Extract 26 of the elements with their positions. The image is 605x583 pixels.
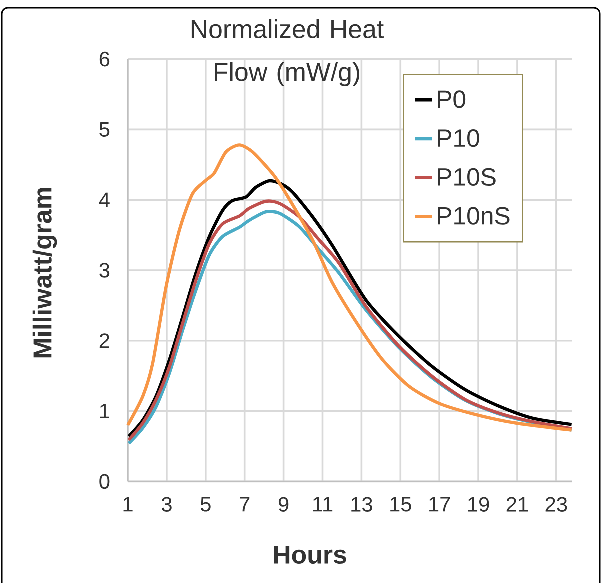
x-tick-label: 7 — [240, 497, 250, 512]
x-tick-label: 15 — [390, 497, 412, 512]
x-tick-label: 19 — [468, 497, 490, 512]
y-tick-label: 0 — [100, 474, 110, 490]
x-tick-label: 21 — [506, 497, 528, 512]
x-tick-label: 17 — [430, 497, 450, 512]
legend-label: P10S — [438, 168, 496, 186]
x-axis-title: Hours — [274, 546, 346, 564]
y-tick-label: 1 — [100, 404, 110, 418]
y-axis-title: Milliwatt/gram — [32, 188, 58, 358]
y-tick-label: 4 — [99, 192, 110, 208]
y-tick-label: 3 — [100, 263, 110, 278]
x-tick-label: 13 — [352, 497, 372, 512]
y-tick-label: 6 — [100, 52, 110, 67]
x-tick-label: 9 — [278, 497, 289, 512]
y-tick-label: 2 — [100, 334, 110, 348]
legend-label: P10nS — [438, 207, 510, 225]
x-tick-label: 11 — [313, 497, 333, 512]
y-tick-label: 5 — [100, 122, 110, 137]
x-tick-label: 23 — [546, 497, 568, 512]
x-tick-label: 1 — [124, 497, 133, 512]
legend-label: P0 — [438, 90, 466, 108]
x-tick-label: 3 — [162, 497, 172, 512]
chart-title: Normalized Heat Flow (mW/g) — [192, 20, 384, 86]
legend-label: P10 — [438, 130, 480, 148]
x-tick-label: 5 — [200, 497, 211, 512]
